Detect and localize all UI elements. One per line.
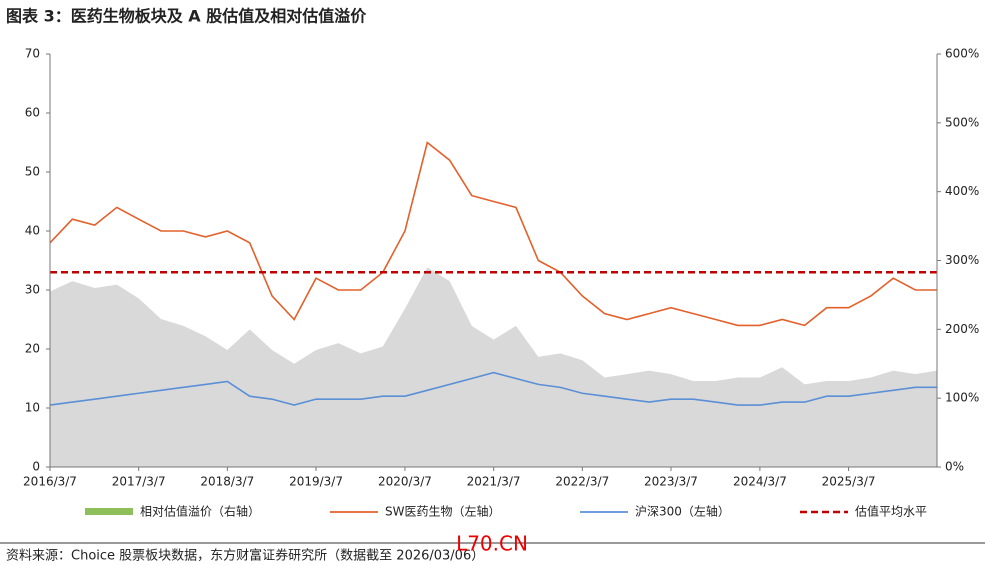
legend-label: SW医药生物（左轴） (385, 504, 500, 519)
y-tick-label: 10 (25, 401, 40, 415)
y2-tick-label: 600% (945, 47, 979, 61)
legend-label: 估值平均水平 (855, 504, 927, 519)
plot (49, 141, 937, 467)
x-tick-label: 2016/3/7 (23, 475, 77, 489)
stamp: L70.CN (456, 532, 528, 556)
y2-tick-label: 0% (945, 460, 964, 474)
x-tick-label: 2024/3/7 (733, 475, 787, 489)
line (49, 141, 937, 327)
x-tick-label: 2019/3/7 (289, 475, 343, 489)
y-tick-label: 70 (25, 47, 40, 61)
y-tick-label: 0 (32, 460, 40, 474)
y2-tick-label: 500% (945, 115, 979, 129)
y2-tick-label: 400% (945, 184, 979, 198)
y-tick-label: 20 (25, 342, 40, 356)
y-tick-label: 50 (25, 165, 40, 179)
x-tick-label: 2025/3/7 (822, 475, 876, 489)
x-tick-label: 2020/3/7 (378, 475, 432, 489)
line (49, 371, 937, 406)
legend-swatch (85, 508, 133, 515)
source: 资料来源：Choice 股票板块数据，东方财富证券研究所（数据截至 2026/0… (6, 548, 484, 564)
chart-title: 图表 3：医药生物板块及 A 股估值及相对估值溢价 (6, 7, 367, 26)
x-tick-label: 2022/3/7 (555, 475, 609, 489)
legend-label: 相对估值溢价（右轴） (140, 504, 260, 519)
y-tick-label: 40 (25, 224, 40, 238)
x-tick-label: 2017/3/7 (112, 475, 166, 489)
y-tick-label: 60 (25, 106, 40, 120)
x-tick-label: 2021/3/7 (467, 475, 521, 489)
legend-label: 沪深300（左轴） (635, 504, 730, 519)
x-tick-label: 2018/3/7 (200, 475, 254, 489)
area (50, 267, 937, 467)
y2-tick-label: 100% (945, 391, 979, 405)
x-tick-label: 2023/3/7 (644, 475, 698, 489)
y2-tick-label: 300% (945, 253, 979, 267)
y2-tick-label: 200% (945, 322, 979, 336)
y-tick-label: 30 (25, 283, 40, 297)
